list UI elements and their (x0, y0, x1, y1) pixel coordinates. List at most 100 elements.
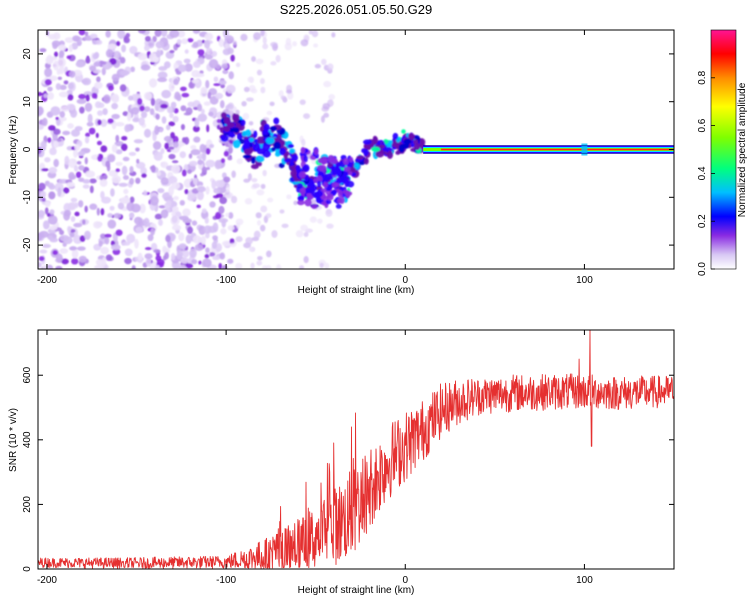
spectrogram-blob (323, 181, 328, 188)
spectrogram-blob (79, 106, 85, 114)
spectrogram-blob (92, 39, 97, 45)
spectrogram-blob (41, 197, 46, 202)
spectrogram-blob (298, 171, 306, 179)
spectrogram-blob (173, 195, 179, 201)
spectrogram-blob (154, 102, 160, 112)
spectrogram-blob (64, 209, 72, 217)
spectrogram-blob (296, 182, 304, 189)
spectrogram-blob (150, 227, 155, 236)
spectrogram-blob (256, 189, 265, 196)
spectrogram-blob (227, 34, 233, 43)
spectrogram-blob (260, 205, 268, 213)
spectrogram-blob (49, 147, 57, 156)
spectrogram-blob (157, 71, 168, 79)
spectrogram-blob (162, 245, 167, 254)
spectrogram-blob (256, 219, 262, 226)
spectrogram-blob (395, 150, 401, 155)
spectrogram-blob (177, 64, 187, 73)
spectrogram-blob (168, 146, 175, 150)
spectrogram-blob (127, 95, 134, 101)
spectrogram-blob (154, 213, 163, 220)
spectrogram-blob (261, 265, 268, 269)
spectrogram-blob (260, 30, 265, 37)
spectrogram-blob (173, 62, 179, 71)
spectrogram-blob (132, 117, 140, 123)
spectrogram-blob (140, 64, 151, 71)
spectrogram-blob (151, 165, 156, 173)
spectrogram-blob (110, 244, 121, 251)
spectrogram-blob (316, 175, 323, 183)
spectrogram-blob (327, 63, 334, 71)
spectrogram-blob (323, 112, 330, 118)
spectrogram-blob (310, 180, 315, 188)
spectrogram-blob (47, 86, 53, 92)
spectrogram-blob (279, 209, 285, 214)
spectrogram-blob (136, 158, 140, 164)
spectrogram-blob (208, 111, 214, 117)
spectrogram-blob (84, 205, 88, 213)
signal-line-peak (441, 148, 674, 151)
colorbar-tick-label: 0.4 (697, 166, 708, 180)
spectrogram-blob (193, 136, 201, 143)
spectrogram-blob (182, 218, 192, 224)
spectrogram-blob (262, 142, 271, 151)
spectrogram-blob (93, 221, 102, 229)
spectrogram-blob (44, 67, 53, 78)
spectrogram-blob (303, 155, 308, 163)
colorbar-label: Normalized spectral amplitude (737, 82, 748, 217)
spectrogram-blob (107, 154, 116, 163)
spectrogram-blob (117, 30, 126, 39)
spectrogram-blob (242, 112, 250, 120)
spectrogram-blob (121, 165, 128, 176)
spectrogram-blob (255, 155, 265, 163)
spectrogram-blob (91, 92, 97, 99)
spectrogram-blob (38, 182, 46, 191)
spectrogram-blob (184, 189, 189, 195)
spectrogram-blob (205, 247, 210, 253)
spectrogram-blob (107, 85, 114, 91)
spectrogram-blob (297, 195, 305, 202)
spectrogram-blob (301, 138, 306, 147)
spectrogram-blob (295, 164, 301, 171)
spectrogram-blob (110, 188, 115, 197)
spectrogram-blob (44, 207, 49, 215)
spectrogram-blob (170, 101, 177, 109)
spectrogram-blob (199, 143, 206, 153)
spectrogram-blob (200, 108, 205, 115)
snr-ytick-label: 400 (22, 431, 33, 448)
spectrogram-blob (190, 149, 201, 156)
spectrogram-blob (201, 208, 207, 214)
spectrogram-blob (135, 226, 144, 234)
spectrogram-blob (235, 262, 243, 269)
spectrogram-blob (115, 122, 125, 127)
spectrogram-blob (122, 156, 130, 162)
spectrogram-blob (251, 56, 256, 62)
spectrogram-blob (160, 209, 169, 219)
spectrogram-blob (300, 146, 306, 154)
spectrogram-blob (413, 139, 419, 145)
spectrogram-blob (303, 113, 311, 120)
spectrogram-blob (88, 127, 96, 135)
spectrogram-blob (111, 113, 120, 120)
spectrogram-blob (66, 55, 72, 60)
spectrogram-blob (144, 35, 151, 42)
spectrogram-blob (121, 44, 127, 53)
spectrogram-blob (149, 108, 155, 116)
spectrogram-blob (220, 158, 226, 164)
spectrogram-blob (89, 65, 97, 72)
spectrogram-blob (38, 256, 45, 262)
spectrogram-blob (191, 79, 200, 84)
spectrogram-signal-line (423, 143, 674, 156)
spectrogram-blob (74, 126, 83, 132)
spectrogram-blob (62, 130, 71, 136)
spectrogram-blob (158, 205, 166, 209)
spectrogram-blob (44, 157, 51, 163)
spectrogram-blob (244, 198, 253, 205)
snr-ytick-label: 600 (22, 366, 33, 383)
colorbar-frame (710, 29, 737, 270)
spectrogram-blob (339, 196, 345, 205)
spectrogram-blob (326, 193, 334, 201)
spectrogram-blob (111, 93, 120, 103)
spectrogram-blob (123, 188, 129, 195)
